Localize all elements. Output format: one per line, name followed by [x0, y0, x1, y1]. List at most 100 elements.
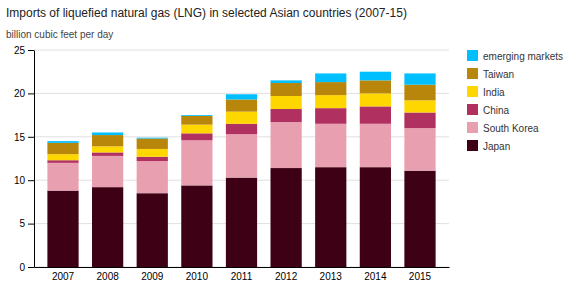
bar	[47, 141, 78, 143]
bar	[271, 80, 302, 83]
bar	[404, 112, 435, 128]
legend-item: India	[467, 86, 505, 98]
bar	[137, 161, 168, 193]
bar	[360, 72, 391, 81]
bar	[47, 191, 78, 267]
x-axis: 2007 2008 2009 2010 2011 2012 2013 2014 2015	[35, 267, 450, 282]
y-tick: 0	[19, 262, 34, 273]
y-tick-label: 0	[19, 262, 25, 273]
bar	[404, 100, 435, 112]
bar	[181, 125, 212, 134]
chart: Imports of liquefied natural gas (LNG) i…	[0, 0, 584, 291]
x-tick-label: 2011	[231, 271, 253, 282]
bar	[315, 95, 346, 108]
bar	[360, 167, 391, 267]
y-tick: 5	[19, 218, 34, 229]
y-axis-line	[34, 51, 35, 268]
bar	[360, 93, 391, 106]
legend-swatch	[467, 104, 478, 115]
x-tick-label: 2007	[52, 271, 75, 282]
x-tick-label: 2008	[97, 271, 120, 282]
bar	[315, 124, 346, 167]
bar	[404, 73, 435, 84]
y-tick: 15	[14, 132, 34, 143]
y-tick-mark	[28, 224, 34, 225]
bar	[181, 133, 212, 140]
bar	[226, 178, 257, 267]
y-tick: 20	[14, 88, 34, 99]
series	[47, 106, 435, 162]
bar	[315, 167, 346, 267]
y-tick-mark	[28, 50, 34, 51]
y-tick-label: 15	[14, 132, 26, 143]
y-tick: 25	[14, 45, 34, 56]
legend-label: South Korea	[483, 123, 539, 134]
legend-item: emerging markets	[467, 50, 563, 62]
x-tick-label: 2009	[141, 271, 164, 282]
bars	[47, 72, 435, 267]
bar	[315, 73, 346, 82]
bar	[360, 80, 391, 93]
bar	[137, 193, 168, 267]
legend-label: China	[483, 105, 510, 116]
grid	[34, 50, 449, 267]
legend: emerging markets Taiwan India China South Ko…	[467, 50, 563, 152]
x-tick: 2010	[186, 267, 209, 282]
y-tick: 10	[14, 175, 34, 186]
bar	[92, 187, 123, 267]
bar	[360, 124, 391, 167]
bar	[226, 99, 257, 111]
legend-item: China	[467, 104, 510, 116]
bar	[181, 115, 212, 117]
bar	[47, 163, 78, 191]
series	[47, 72, 435, 143]
x-tick-label: 2014	[364, 271, 387, 282]
bar	[181, 116, 212, 125]
bar	[315, 82, 346, 95]
legend-item: Taiwan	[467, 68, 514, 80]
bar	[315, 108, 346, 124]
y-tick-mark	[28, 267, 34, 268]
bar	[271, 122, 302, 168]
legend-item: Japan	[467, 140, 510, 152]
legend-swatch	[467, 122, 478, 133]
bar	[181, 140, 212, 185]
y-axis-title: billion cubic feet per day	[6, 29, 113, 40]
series	[47, 93, 435, 160]
y-tick-label: 10	[14, 175, 26, 186]
grid-line	[34, 50, 449, 51]
bar	[47, 160, 78, 163]
bar	[137, 139, 168, 149]
plot: 2007200820092010201120122013201420150510…	[14, 45, 450, 282]
bar	[404, 85, 435, 101]
x-tick: 2007	[52, 267, 75, 282]
legend-label: Japan	[483, 141, 510, 152]
legend-label: India	[483, 87, 505, 98]
x-tick-label: 2013	[320, 271, 343, 282]
bar	[92, 152, 123, 155]
bar	[92, 135, 123, 146]
bar	[271, 168, 302, 267]
bar	[181, 185, 212, 267]
x-axis-line	[35, 267, 450, 268]
x-tick-label: 2012	[275, 271, 298, 282]
bar	[137, 137, 168, 139]
legend-swatch	[467, 50, 478, 61]
legend-swatch	[467, 86, 478, 97]
series	[47, 122, 435, 193]
legend-item: South Korea	[467, 122, 539, 134]
bar	[226, 112, 257, 124]
x-tick: 2014	[364, 267, 387, 282]
bar	[137, 157, 168, 161]
x-tick: 2015	[409, 267, 432, 282]
bar	[271, 96, 302, 109]
legend-swatch	[467, 140, 478, 151]
y-tick-mark	[28, 180, 34, 181]
bar	[360, 106, 391, 123]
y-tick-mark	[28, 93, 34, 94]
y-tick-label: 20	[14, 88, 26, 99]
bar	[271, 83, 302, 96]
bar	[137, 149, 168, 157]
bar	[92, 146, 123, 152]
bar	[92, 132, 123, 135]
